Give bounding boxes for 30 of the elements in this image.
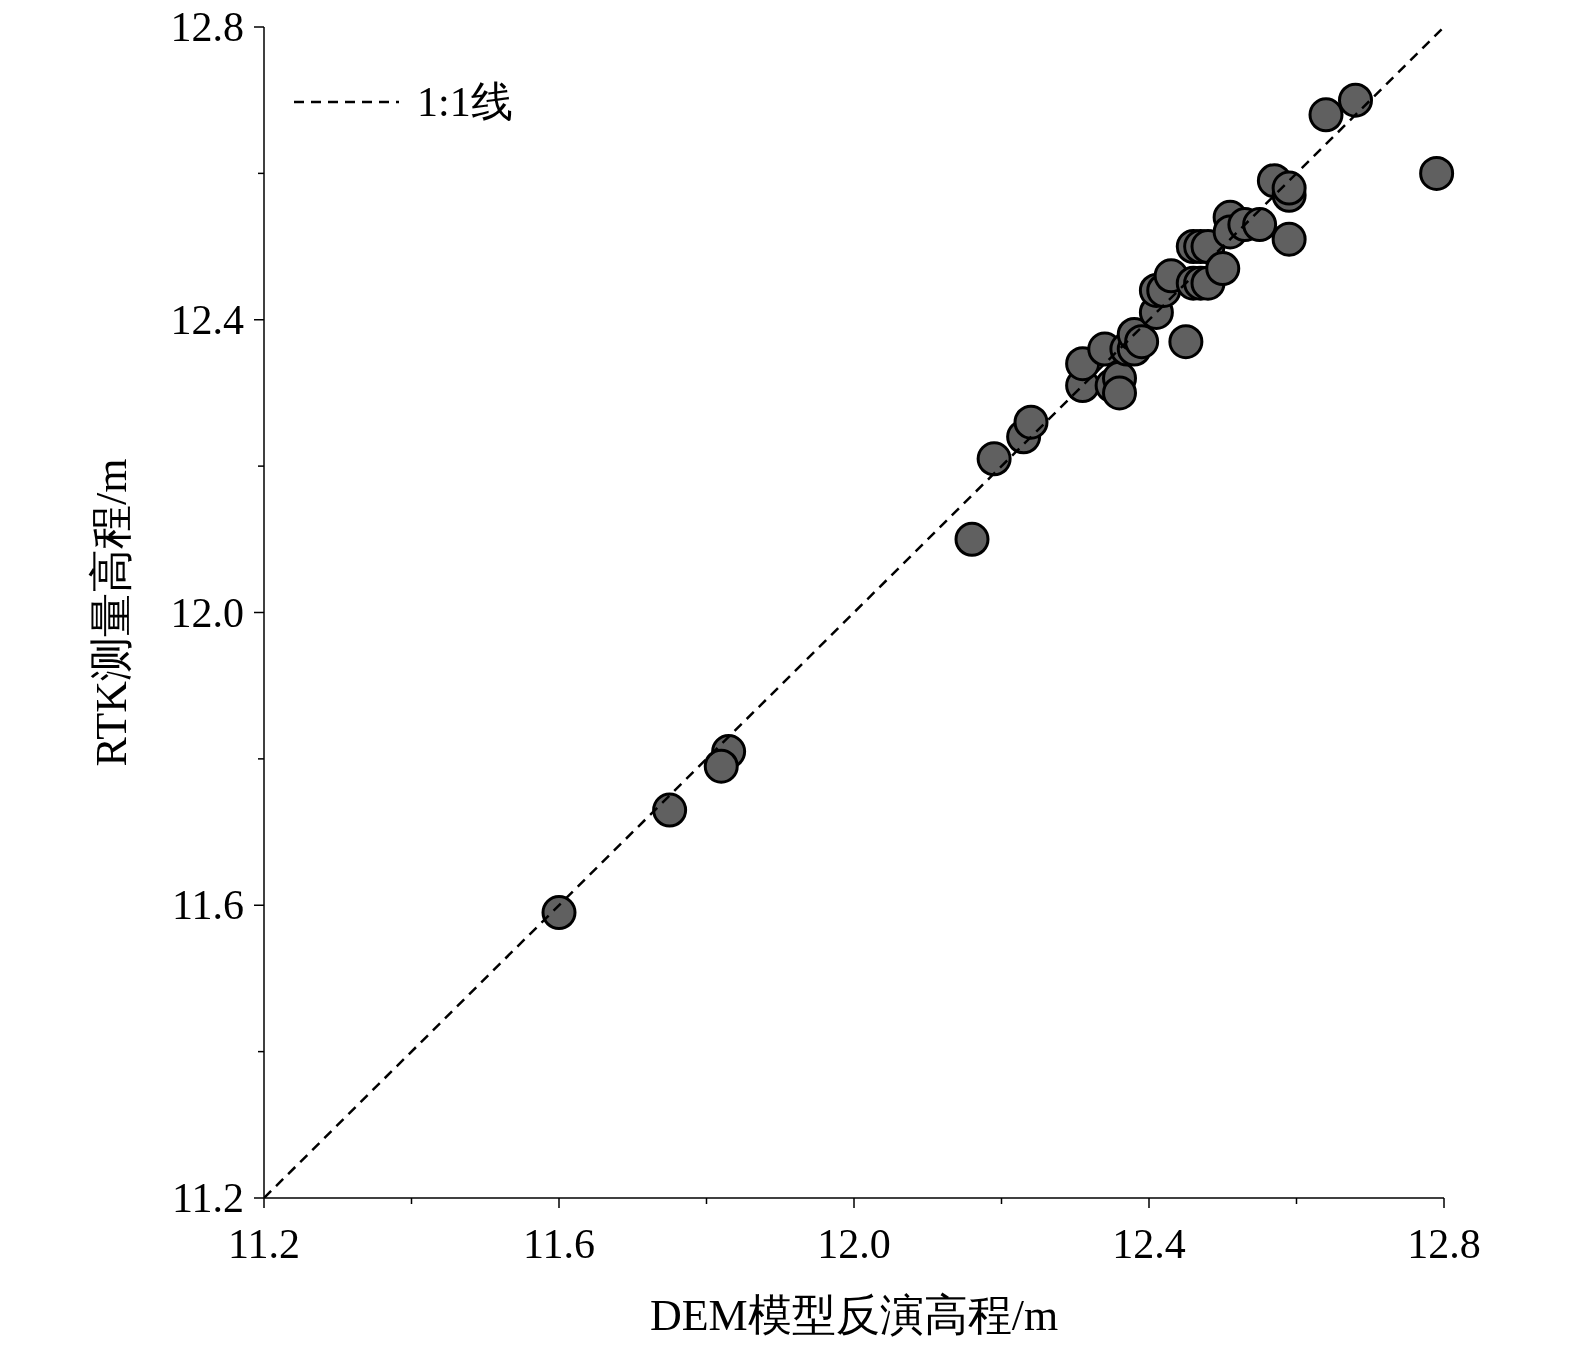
- legend-label: 1:1线: [417, 79, 513, 125]
- point: [652, 792, 688, 828]
- y-tick-label: 11.6: [172, 882, 244, 929]
- y-tick-label: 11.2: [172, 1175, 244, 1221]
- x-tick-label: 11.6: [523, 1221, 595, 1267]
- point: [1338, 82, 1373, 118]
- legend: 1:1线: [294, 79, 513, 125]
- point: [1419, 155, 1455, 191]
- y-tick-label: 12.0: [170, 589, 244, 636]
- point: [703, 748, 739, 784]
- y-tick-label: 12.8: [170, 4, 244, 50]
- point: [1271, 221, 1307, 257]
- point: [1168, 324, 1204, 360]
- point: [976, 441, 1012, 477]
- x-tick-label: 12.4: [1112, 1221, 1186, 1267]
- point: [1205, 251, 1241, 287]
- point: [954, 521, 990, 557]
- point: [1124, 324, 1160, 360]
- point: [541, 895, 577, 931]
- point: [1102, 375, 1137, 411]
- point: [1308, 97, 1344, 133]
- point: [1271, 170, 1307, 206]
- point: [1013, 404, 1049, 440]
- y-tick-label: 12.4: [170, 296, 244, 343]
- x-tick-label: 12.8: [1407, 1221, 1481, 1267]
- x-axis-title: DEM模型反演高程/m: [649, 1291, 1059, 1340]
- x-tick-label: 12.0: [817, 1221, 891, 1267]
- point: [1242, 207, 1278, 243]
- y-axis-title: RTK测量高程/m: [87, 458, 136, 767]
- x-tick-label: 11.2: [228, 1221, 300, 1267]
